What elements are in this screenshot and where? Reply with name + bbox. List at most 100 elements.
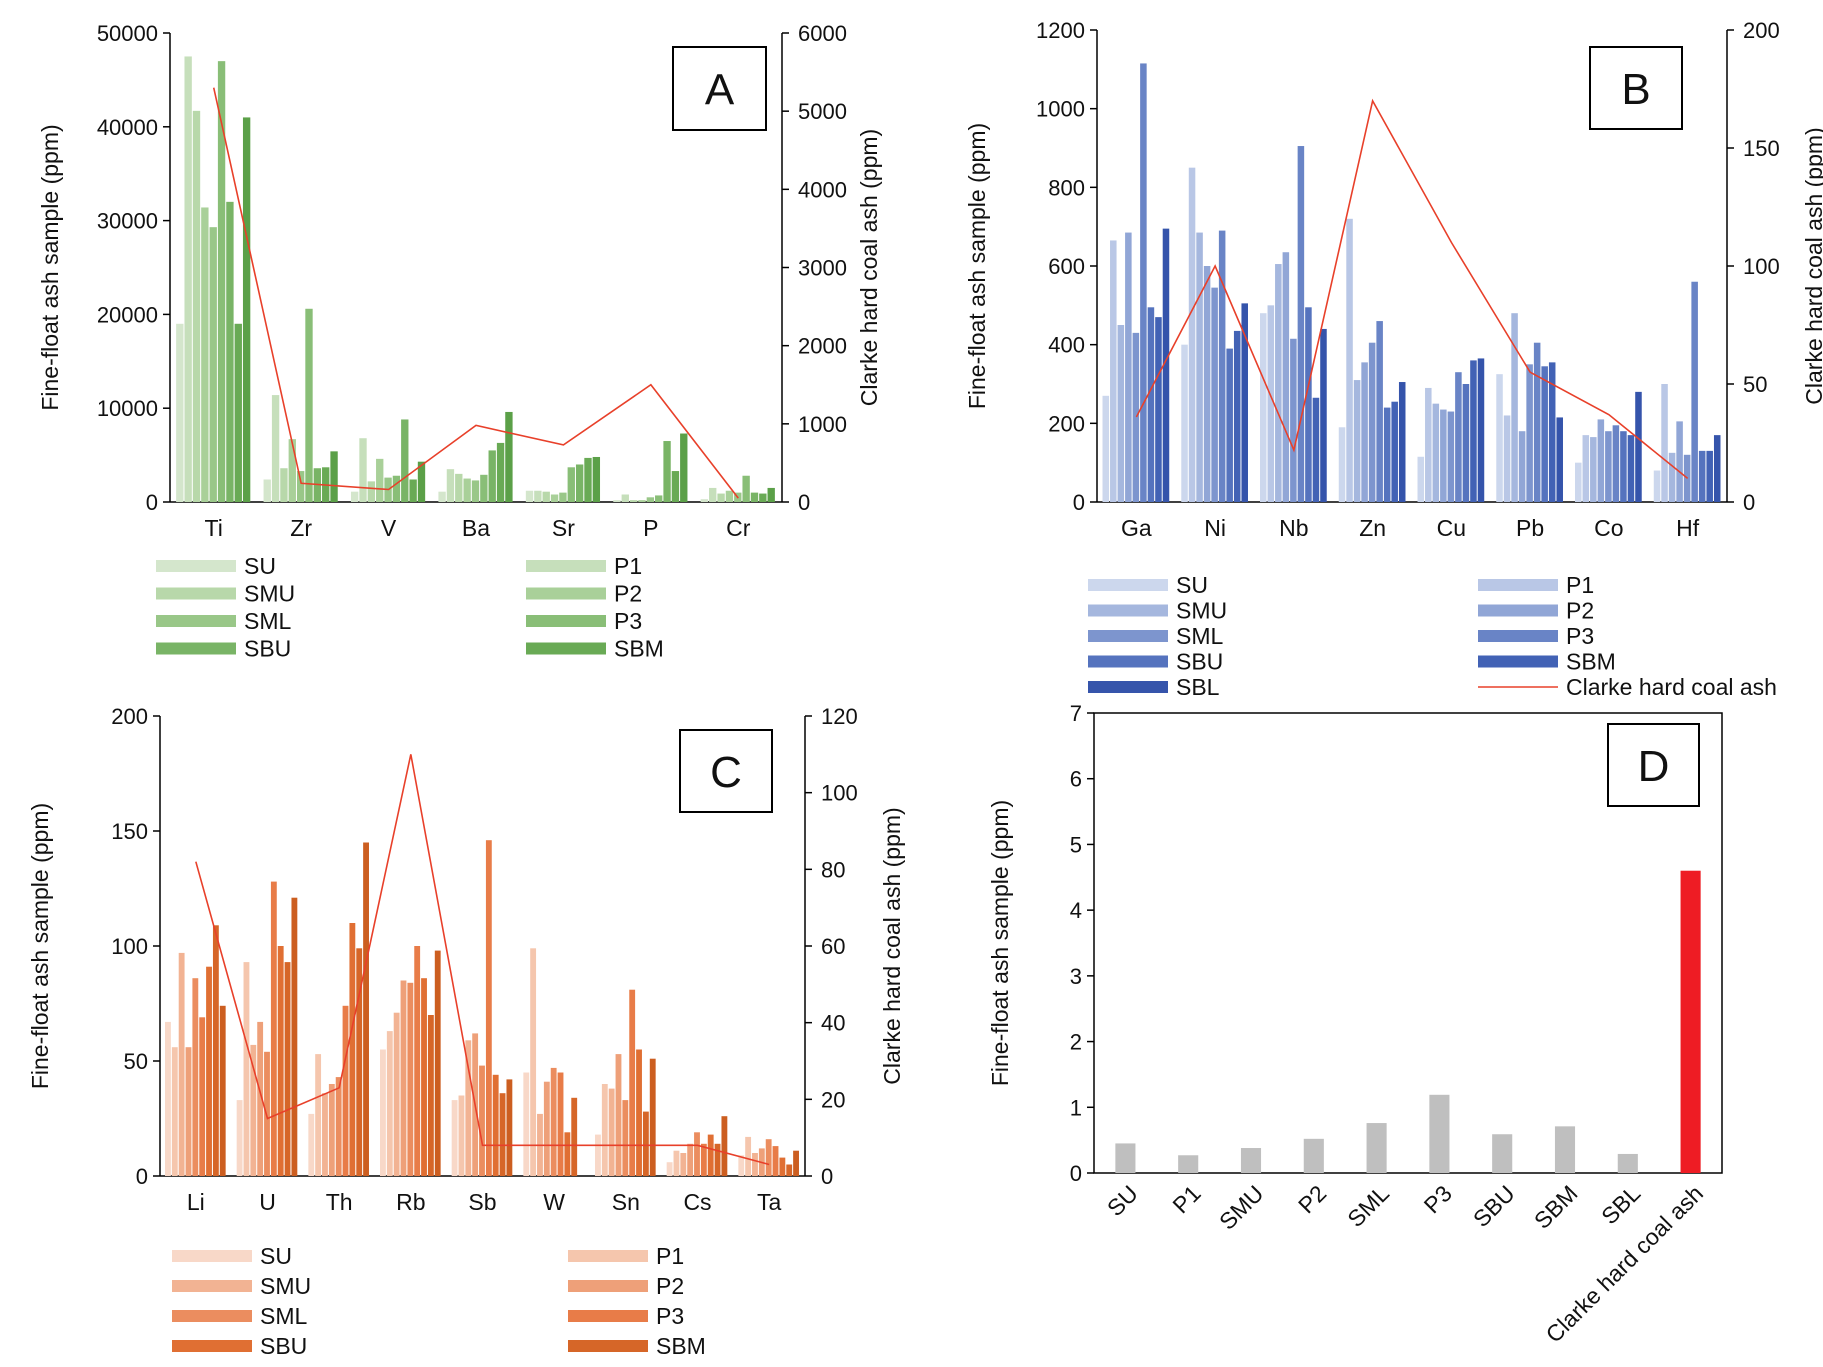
bar-p2-hf [1676,421,1683,502]
chart-panel-c: 0 50 100 150 200 0 20 40 60 80 100 120 Clarke hard c… [27,704,905,1359]
bar-sbu-u [277,946,284,1176]
x-tick-label: Cr [726,515,751,541]
bar-p2 [1303,1138,1324,1173]
y-axis-label: Fine-float ash sample (ppm) [27,803,53,1089]
x-tick-label: SMU [1214,1180,1269,1235]
y-tick-label: 30000 [97,209,158,234]
x-tick-label: SBU [1468,1180,1520,1232]
bar-sbm-cr [759,493,767,502]
bar-sbu-sb [492,1074,499,1176]
x-tick-label: Cs [683,1189,711,1215]
bar-p3-hf [1691,281,1698,502]
chart-panel-a: 0 10000 20000 30000 40000 50000 0 1000 2000 3000 4… [37,21,882,662]
legend-label: SMU [260,1273,311,1299]
bar-su-pb [1496,374,1503,502]
bar-p2-rb [400,980,407,1176]
bar-p2-w [543,1081,550,1176]
bar-sbm-ga [1155,317,1162,502]
x-tick-label: U [259,1189,276,1215]
bar-p1 [1178,1155,1199,1173]
bar-sml-cu [1447,411,1455,502]
panel-label-box [672,46,767,131]
bar-smu-cu [1432,403,1440,502]
bar-p2-sn [615,1054,622,1176]
bar-sbu-v [401,419,409,502]
bar-p1-sn [601,1084,608,1176]
bar-sml-nb [1290,338,1297,502]
bar-smu-v [367,481,376,502]
y-tick-label: 0 [1073,490,1085,515]
bar-series8-sr [592,456,601,502]
bar-su-p [613,500,621,502]
bar-su-rb [380,1049,386,1176]
bar-su-w [523,1072,530,1176]
y-tick-label: 7 [1070,701,1082,726]
bar-p1-nb [1267,305,1275,502]
legend-swatch [1088,655,1168,668]
y2-tick-label: 0 [1743,490,1755,515]
y2-tick-label: 1000 [798,412,847,437]
x-tick-label: SBL [1596,1180,1645,1229]
bar-series8-p [680,433,688,502]
y-tick-label: 50 [124,1049,148,1074]
legend-swatch [156,560,236,572]
bar-sbm-zn [1391,401,1398,502]
bar-sbu-ni [1226,348,1233,502]
x-tick-label: Sr [552,515,575,541]
bar-su-ba [438,491,446,502]
bar-sbu-hf [1698,450,1706,502]
bar-sbm [1554,1126,1576,1173]
bar-sbm-co [1627,435,1635,502]
x-tick-label: W [543,1189,565,1215]
y-axis-label: Fine-float ash sample (ppm) [987,800,1013,1086]
legend-label: SU [1176,572,1208,598]
legend-swatch [156,615,236,627]
bar-p3-cs [700,1143,707,1176]
x-tick-label: SBM [1529,1180,1583,1234]
bar-su-cr [700,499,709,502]
bar-su-u [236,1100,243,1176]
bar-smu-ta [752,1153,758,1176]
bar-series8-v [417,461,426,502]
y-tick-label: 200 [1048,411,1085,436]
y-tick-label: 20000 [97,302,158,327]
y2-tick-label: 5000 [798,99,847,124]
bar-smu-sr [542,491,550,502]
bar-p1-cr [709,487,717,502]
bar-p2-ga [1125,232,1132,503]
bar-p2-v [376,458,384,502]
y-tick-label: 0 [136,1164,148,1189]
legend-swatch [156,642,236,655]
bar-sbm-ni [1233,330,1241,502]
bar-p3-zr [305,308,313,502]
legend-label: SML [244,608,292,634]
x-tick-label: P1 [1167,1180,1205,1218]
legend-swatch [1088,579,1168,591]
bar-sml-p [646,497,655,502]
y-tick-label: 600 [1048,254,1085,279]
bar-sbu [1492,1134,1513,1173]
bar-sbu-w [564,1132,571,1176]
bar-sbu-cs [707,1134,714,1176]
bar-su-hf [1653,470,1661,502]
x-tick-label: Cu [1437,515,1466,541]
y-tick-label: 800 [1048,175,1085,200]
legend-label: P3 [1566,623,1594,649]
x-tick-label: P2 [1293,1180,1331,1218]
legend-swatch [1088,604,1168,617]
bar-smu-p [629,500,638,502]
bar-series8-cs [721,1116,728,1176]
y-tick-label: 0 [146,490,158,515]
bar-p1-ti [184,56,192,502]
bar-smu-cr [717,493,725,502]
bar-sbl-co [1635,391,1642,502]
bar-series8-zr [330,451,338,502]
bar-p2-u [257,1021,264,1176]
bar-sbm-p [671,471,680,502]
bar-sml-ti [209,227,217,502]
bar-su-ta [738,1155,745,1176]
bar-p1-co [1582,435,1590,502]
legend-label: SBM [1566,649,1616,675]
bar-sbm-ta [786,1164,793,1176]
bar-sbu-li [206,966,212,1176]
